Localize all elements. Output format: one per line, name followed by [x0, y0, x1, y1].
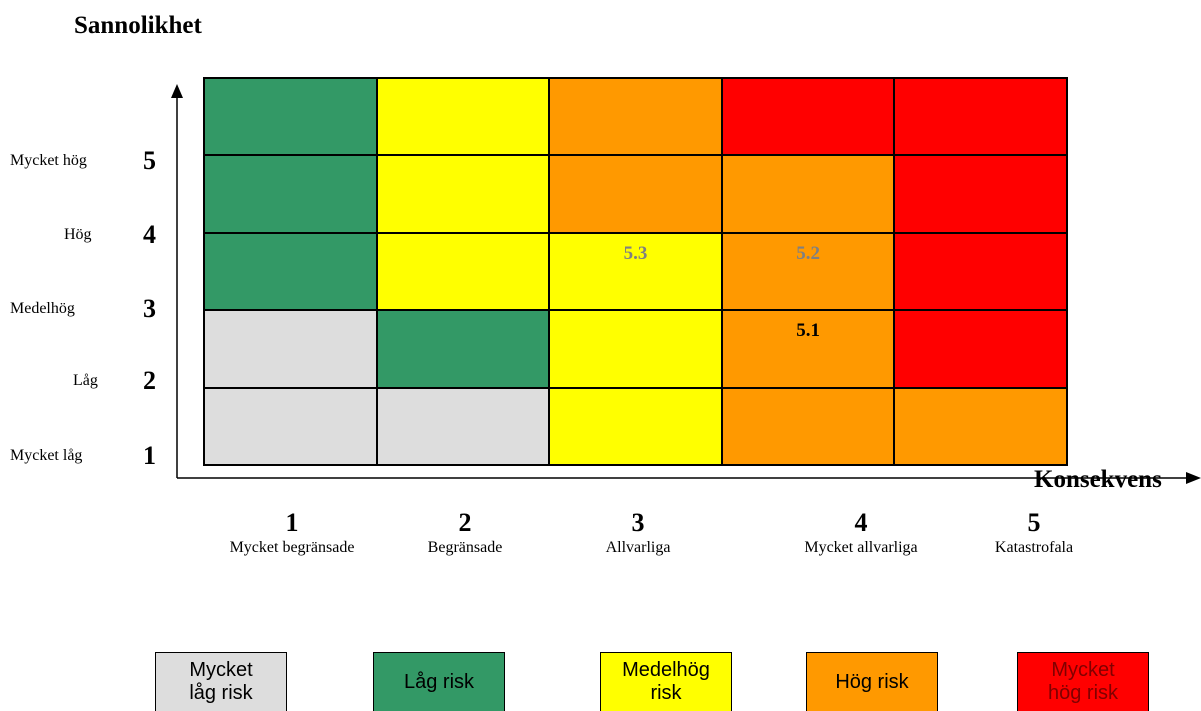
x-level: 3 Allvarliga	[538, 508, 738, 558]
x-level-number: 1	[285, 508, 299, 537]
matrix-cell	[549, 387, 722, 465]
x-level: 1 Mycket begränsade	[192, 508, 392, 558]
matrix-cell	[204, 310, 377, 388]
y-level-number: 3	[143, 294, 156, 323]
matrix-cell	[894, 155, 1067, 233]
risk-item-label: 5.1	[796, 320, 820, 342]
matrix-cell	[376, 155, 550, 233]
matrix-cell	[894, 387, 1067, 465]
legend-item: Medelhög risk	[600, 652, 732, 711]
matrix-cell	[204, 232, 377, 311]
matrix-cell	[894, 232, 1067, 311]
matrix-cell: 5.3	[549, 232, 722, 311]
legend-item: Hög risk	[806, 652, 938, 711]
y-level-name: Mycket låg	[10, 447, 83, 464]
risk-item-label: 5.3	[623, 242, 648, 264]
legend-item: Låg risk	[373, 652, 505, 711]
x-level: 5 Katastrofala	[934, 508, 1134, 558]
y-level-number: 4	[143, 220, 156, 249]
y-level-name: Hög	[64, 226, 92, 243]
y-level-name: Mycket hög	[10, 152, 87, 169]
matrix-cell: 5.1	[721, 310, 895, 388]
matrix-cell	[549, 155, 722, 233]
matrix-cell	[376, 310, 550, 388]
matrix-cell	[721, 155, 895, 233]
x-axis-arrow	[1186, 472, 1201, 484]
y-level-number: 5	[143, 146, 156, 175]
x-level-number: 2	[458, 508, 472, 537]
y-level-name: Medelhög	[10, 300, 75, 317]
x-level-name: Katastrofala	[994, 539, 1074, 556]
matrix-cell	[894, 78, 1067, 156]
matrix-cell	[376, 78, 550, 156]
matrix-cell	[549, 78, 722, 156]
matrix-cell	[549, 310, 722, 388]
legend-label: Medelhög risk	[622, 659, 710, 704]
risk-item-label: 5.2	[796, 242, 820, 264]
x-level-number: 5	[1027, 508, 1041, 537]
x-axis-title: Konsekvens	[1034, 466, 1162, 493]
x-level-name: Mycket begränsade	[229, 539, 355, 556]
matrix-cell	[204, 155, 377, 233]
risk-matrix: 5.3 5.2 5.1	[203, 77, 1068, 466]
matrix-cell	[894, 310, 1067, 388]
legend-item: Mycket hög risk	[1017, 652, 1149, 711]
matrix-cell	[721, 78, 895, 156]
y-level-number: 1	[143, 441, 156, 470]
y-axis-arrow	[171, 84, 183, 98]
x-level-name: Mycket allvarliga	[804, 539, 918, 556]
legend-item: Mycket låg risk	[155, 652, 287, 711]
x-level-name: Allvarliga	[605, 539, 671, 556]
x-level-number: 4	[854, 508, 868, 537]
y-axis-title: Sannolikhet	[74, 12, 202, 39]
x-level: 2 Begränsade	[365, 508, 565, 558]
matrix-cell	[204, 78, 377, 156]
x-level: 4 Mycket allvarliga	[761, 508, 961, 558]
matrix-cell	[376, 232, 550, 311]
matrix-cell	[721, 387, 895, 465]
matrix-cell: 5.2	[721, 232, 895, 311]
legend-label: Låg risk	[403, 670, 475, 693]
y-level-number: 2	[143, 366, 156, 395]
legend-label: Mycket hög risk	[1047, 659, 1119, 704]
legend-label: Mycket låg risk	[189, 659, 253, 704]
y-level-name: Låg	[73, 372, 98, 389]
matrix-cell	[376, 387, 550, 465]
x-level-name: Begränsade	[427, 539, 503, 556]
x-level-number: 3	[631, 508, 645, 537]
matrix-cell	[204, 387, 377, 465]
legend-label: Hög risk	[835, 670, 909, 693]
